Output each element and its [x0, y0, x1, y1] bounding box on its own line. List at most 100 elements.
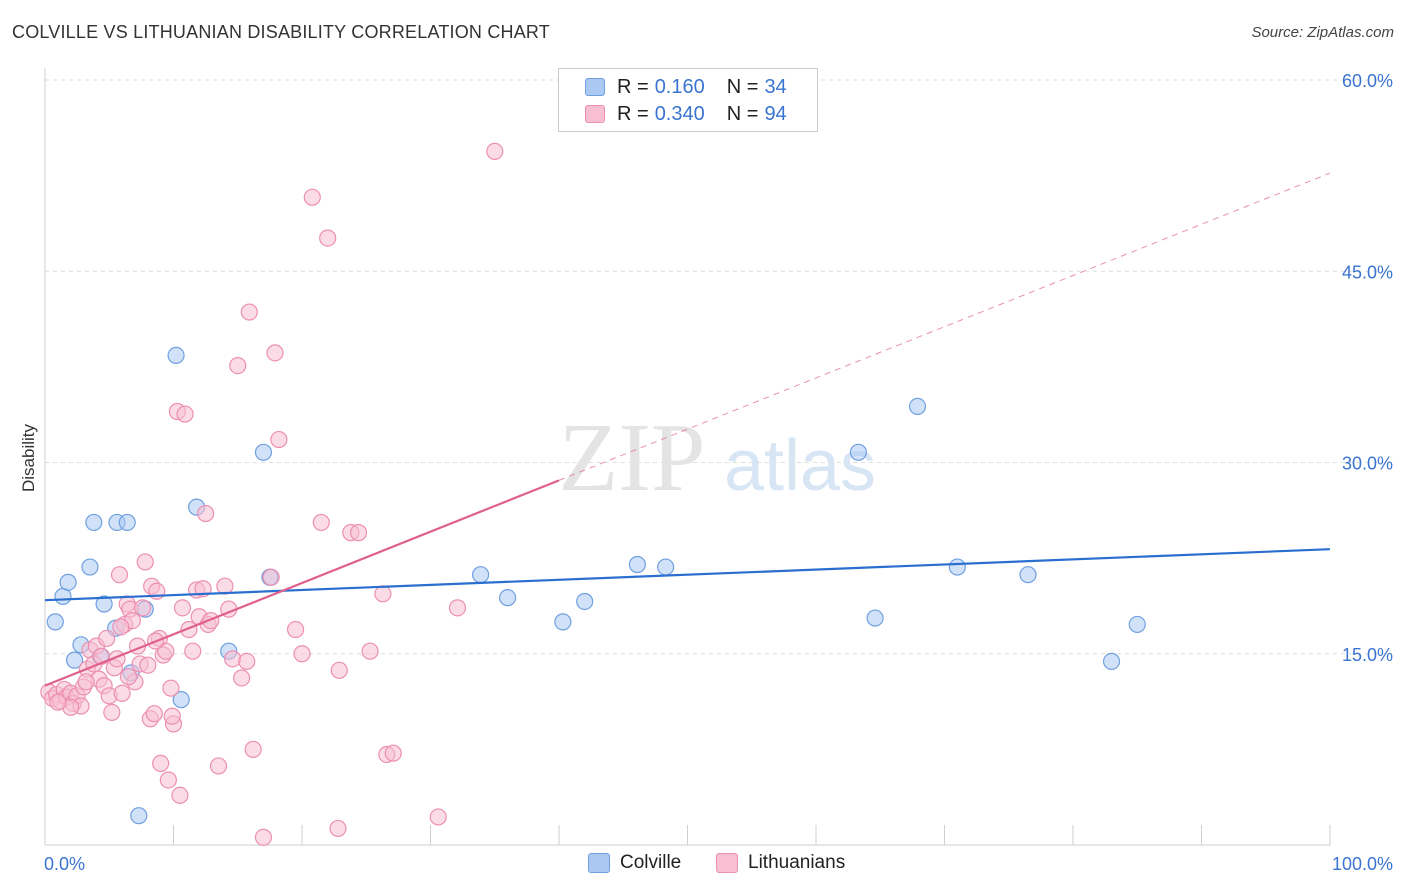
lithuanians-point: [216, 577, 234, 595]
y-tick-label: 45.0%: [1342, 262, 1393, 282]
colville-point: [908, 397, 927, 415]
legend-row-lithuanians: R = 0.340 N = 94: [585, 101, 787, 127]
bottom-swatch-colville: [588, 853, 610, 873]
lithuanians-point: [119, 668, 138, 686]
lithuanians-point: [145, 705, 163, 723]
grid-lines: [45, 79, 1392, 655]
lithuanians-point: [233, 669, 251, 687]
legend: R = 0.160 N = 34 R = 0.340 N = 94: [558, 68, 818, 132]
legend-n-value: 94: [764, 102, 787, 125]
lithuanians-point: [303, 188, 321, 206]
colville-point: [1019, 566, 1037, 584]
trend-lines: [44, 172, 1331, 687]
lithuanians-point: [286, 620, 305, 639]
lithuanians-point: [49, 693, 67, 711]
bottom-legend-lithuanians-label: Lithuanians: [748, 852, 846, 873]
lithuanians-point: [163, 707, 181, 725]
x-tick-label: 0.0%: [44, 854, 85, 874]
legend-n-label: N =: [726, 75, 759, 98]
bottom-legend-colville: Colville: [588, 852, 681, 874]
lithuanians-point: [159, 771, 177, 789]
colville-point: [85, 513, 103, 532]
watermark-atlas: atlas: [724, 426, 876, 506]
colville-point: [59, 573, 77, 591]
lithuanians-point: [134, 599, 152, 617]
lithuanians-point: [113, 684, 131, 702]
legend-n-label: N =: [726, 102, 759, 125]
colville-point: [657, 558, 675, 576]
lithuanians-point: [209, 757, 228, 775]
lithuanians-point: [136, 553, 154, 571]
lithuanians-point: [374, 585, 392, 603]
y-axis-label: Disability: [19, 423, 38, 492]
lithuanians-point: [103, 703, 121, 722]
lithuanians-point: [152, 754, 170, 773]
colville-point: [65, 651, 84, 669]
lithuanians-point: [329, 819, 347, 838]
lithuanians-point: [330, 661, 348, 679]
axes: [44, 68, 1331, 846]
colville-point: [172, 691, 190, 709]
legend-r-value: 0.160: [654, 75, 705, 98]
lithuanians-point: [319, 229, 337, 247]
lithuanians-point: [448, 599, 467, 617]
lithuanians-point: [171, 786, 189, 804]
bottom-legend-colville-label: Colville: [620, 852, 682, 873]
watermark-zip: ZIP: [559, 404, 706, 512]
lithuanians-point: [197, 504, 215, 523]
lithuanians-point: [157, 642, 175, 660]
lithuanians-point: [98, 629, 116, 648]
colville-point: [554, 613, 572, 631]
legend-row-colville: R = 0.160 N = 34: [585, 74, 787, 100]
colville-point: [628, 555, 646, 574]
lithuanians-point: [77, 673, 95, 691]
legend-r-value: 0.340: [654, 102, 705, 125]
bottom-legend-lithuanians: Lithuanians: [716, 852, 845, 874]
watermark: ZIP atlas: [559, 404, 877, 512]
lithuanians-point: [349, 524, 368, 542]
series-lithuanians-points: [40, 142, 504, 846]
legend-n-value: 34: [764, 75, 787, 98]
lithuanians-point: [486, 142, 504, 160]
lithuanians-point: [254, 828, 273, 846]
colville-point: [118, 513, 136, 532]
lithuanians-trend-extension: [558, 172, 1331, 481]
legend-r-label: R =: [617, 102, 649, 125]
lithuanians-point: [110, 566, 129, 584]
lithuanians-point: [238, 652, 256, 671]
chart-title: COLVILLE VS LITHUANIAN DISABILITY CORREL…: [12, 22, 551, 42]
lithuanians-point: [173, 599, 192, 617]
colville-point: [866, 609, 884, 627]
tick-labels: 15.0% 30.0% 45.0% 60.0% 0.0% 100.0%: [44, 71, 1393, 874]
lithuanians-point: [293, 645, 311, 663]
lithuanians-point: [162, 679, 180, 697]
lithuanians-point: [244, 740, 262, 758]
legend-r-label: R =: [617, 75, 649, 98]
legend-swatch-lithuanians: [585, 105, 605, 123]
lithuanians-point: [429, 808, 447, 826]
lithuanians-trend-line: [44, 479, 560, 687]
colville-point: [130, 807, 148, 825]
colville-point: [254, 443, 273, 461]
lithuanians-point: [240, 303, 258, 321]
lithuanians-point: [112, 618, 130, 636]
bottom-swatch-lithuanians: [716, 853, 738, 873]
colville-point: [81, 558, 99, 576]
legend-swatch-colville: [585, 78, 605, 96]
lithuanians-point: [266, 344, 284, 362]
lithuanians-point: [270, 430, 288, 449]
lithuanians-point: [176, 405, 194, 423]
y-tick-label: 30.0%: [1342, 454, 1393, 474]
colville-point: [948, 558, 966, 576]
colville-trend-line: [44, 548, 1331, 602]
lithuanians-point: [262, 568, 280, 586]
colville-point: [1102, 652, 1121, 671]
colville-point: [167, 346, 185, 364]
y-tick-label: 60.0%: [1342, 71, 1393, 91]
lithuanians-point: [312, 513, 330, 532]
lithuanians-point: [361, 642, 379, 660]
lithuanians-point: [229, 357, 247, 375]
colville-point: [472, 566, 490, 584]
colville-point: [1128, 615, 1146, 634]
